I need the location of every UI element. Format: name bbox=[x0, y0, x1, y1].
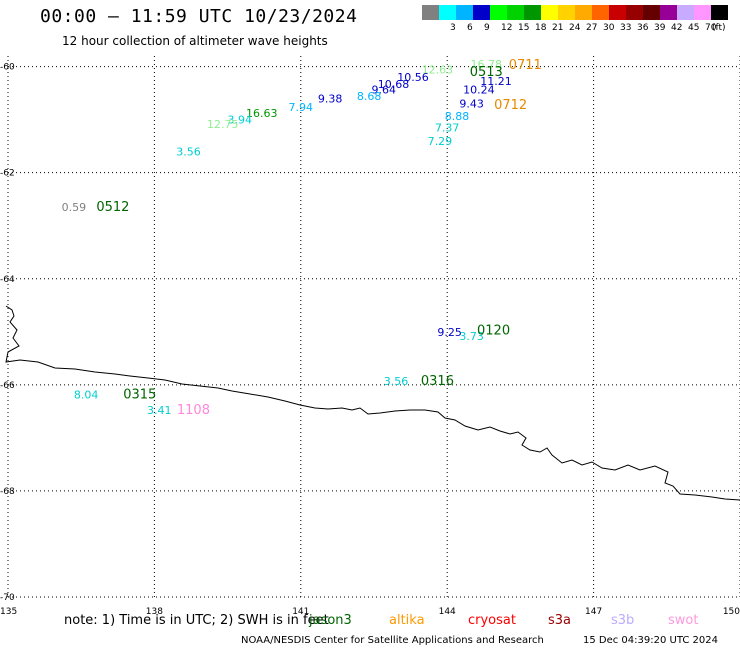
satellite-name-jason3: jason3 bbox=[309, 613, 352, 628]
wave-height-label: 9.64 bbox=[372, 83, 397, 96]
wave-height-label: 8.88 bbox=[445, 110, 470, 123]
scale-swatch bbox=[558, 5, 575, 20]
scale-label: 18 bbox=[535, 23, 547, 33]
scale-swatch bbox=[490, 5, 507, 20]
scale-label: 36 bbox=[637, 23, 649, 33]
longitude-tick-label: 138 bbox=[146, 607, 163, 617]
wave-height-label: 7.29 bbox=[428, 135, 453, 148]
satellite-name-s3a: s3a bbox=[548, 613, 572, 628]
scale-label: 6 bbox=[467, 23, 473, 33]
wave-height-label: 3.73 bbox=[459, 330, 484, 343]
scale-swatch bbox=[694, 5, 711, 20]
wave-height-label: 3.56 bbox=[384, 375, 409, 388]
latitude-tick-label: -64 bbox=[0, 275, 15, 285]
scale-label: 12 bbox=[501, 23, 513, 33]
wave-height-label: 9.43 bbox=[459, 98, 484, 111]
wave-height-label: 10.24 bbox=[463, 83, 495, 96]
wave-height-label: 11.21 bbox=[480, 75, 512, 88]
scale-label: 45 bbox=[688, 23, 700, 33]
wave-height-label: 10.68 bbox=[378, 78, 410, 91]
longitude-tick-label: 135 bbox=[0, 607, 17, 617]
wave-height-label: 12.63 bbox=[422, 63, 454, 76]
satellite-name-s3b: s3b bbox=[611, 613, 635, 628]
wave-height-label: 9.38 bbox=[318, 92, 343, 105]
scale-label: 27 bbox=[586, 23, 598, 33]
longitude-tick-label: 141 bbox=[292, 607, 309, 617]
scale-label: 70 bbox=[705, 23, 717, 33]
scale-swatch bbox=[541, 5, 558, 20]
scale-swatch bbox=[643, 5, 660, 20]
scale-label: 21 bbox=[552, 23, 564, 33]
pass-time-label: 0120 bbox=[477, 324, 510, 339]
pass-time-label: 0316 bbox=[421, 374, 454, 389]
scale-swatch bbox=[456, 5, 473, 20]
wave-height-label: 9.25 bbox=[437, 326, 462, 339]
scale-label: 39 bbox=[654, 23, 666, 33]
satellite-name-cryosat: cryosat bbox=[468, 613, 516, 628]
scale-swatch bbox=[592, 5, 609, 20]
longitude-tick-label: 144 bbox=[439, 607, 456, 617]
wave-height-label: 8.68 bbox=[357, 90, 382, 103]
wave-height-label: 12.75 bbox=[207, 118, 239, 131]
pass-time-label: 0712 bbox=[494, 98, 527, 113]
scale-label: 15 bbox=[518, 23, 530, 33]
longitude-tick-label: 147 bbox=[585, 607, 602, 617]
scale-label: 24 bbox=[569, 23, 581, 33]
wave-height-label: 7.94 bbox=[289, 101, 314, 114]
wave-height-label: 0.59 bbox=[62, 201, 87, 214]
axis-tick-labels: 135 138 141 144 147 150 -60 -62 -64 -66 -68 -70 bbox=[0, 63, 740, 617]
scale-swatch bbox=[439, 5, 456, 20]
scale-swatch bbox=[473, 5, 490, 20]
scale-label: 30 bbox=[603, 23, 615, 33]
scale-swatch bbox=[626, 5, 643, 20]
satellite-name-altika: altika bbox=[389, 613, 425, 628]
generation-timestamp: 15 Dec 04:39:20 UTC 2024 bbox=[583, 635, 718, 646]
latitude-tick-label: -62 bbox=[0, 169, 15, 179]
antarctic-coastline bbox=[5, 305, 740, 501]
pass-time-label: 0512 bbox=[96, 200, 129, 215]
latitude-tick-label: -70 bbox=[0, 593, 15, 603]
longitude-tick-label: 150 bbox=[723, 607, 740, 617]
scale-swatch bbox=[422, 5, 439, 20]
scale-swatch bbox=[609, 5, 626, 20]
scale-label: 33 bbox=[620, 23, 632, 33]
latitude-tick-label: -60 bbox=[0, 63, 15, 73]
map-title: 00:00 – 11:59 UTC 10/23/2024 bbox=[40, 6, 358, 27]
pass-time-label: 1108 bbox=[177, 403, 210, 418]
wave-height-label: 3.94 bbox=[228, 114, 253, 127]
scale-swatch bbox=[575, 5, 592, 20]
wave-height-label: 8.04 bbox=[74, 388, 99, 401]
map-subtitle: 12 hour collection of altimeter wave hei… bbox=[62, 34, 328, 48]
wave-height-label: 10.56 bbox=[397, 71, 429, 84]
latitude-tick-label: -66 bbox=[0, 381, 15, 391]
scale-swatch bbox=[507, 5, 524, 20]
pass-time-label: 0711 bbox=[509, 58, 542, 73]
scale-swatch bbox=[677, 5, 694, 20]
scale-label: 42 bbox=[671, 23, 683, 33]
scale-unit: (ft) bbox=[712, 23, 726, 33]
pass-time-label: 0315 bbox=[123, 387, 156, 402]
pass-time-label: 0513 bbox=[470, 65, 503, 80]
scale-swatch bbox=[711, 5, 728, 20]
wave-height-label: 16.78 bbox=[470, 58, 502, 71]
satellite-name-swot: swot bbox=[668, 613, 699, 628]
scale-swatch bbox=[660, 5, 677, 20]
footer-note: note: 1) Time is in UTC; 2) SWH is in fe… bbox=[64, 613, 329, 628]
scale-label: 9 bbox=[484, 23, 490, 33]
scale-swatch bbox=[524, 5, 541, 20]
credit-line: NOAA/NESDIS Center for Satellite Applica… bbox=[241, 635, 544, 646]
wave-height-label: 3.41 bbox=[147, 404, 172, 417]
scale-label: 3 bbox=[450, 23, 456, 33]
wave-height-label: 7.37 bbox=[435, 122, 460, 135]
latitude-tick-label: -68 bbox=[0, 487, 15, 497]
wave-height-label: 16.63 bbox=[246, 107, 278, 120]
map-grid bbox=[7, 56, 740, 598]
wave-height-label: 3.56 bbox=[176, 145, 201, 158]
